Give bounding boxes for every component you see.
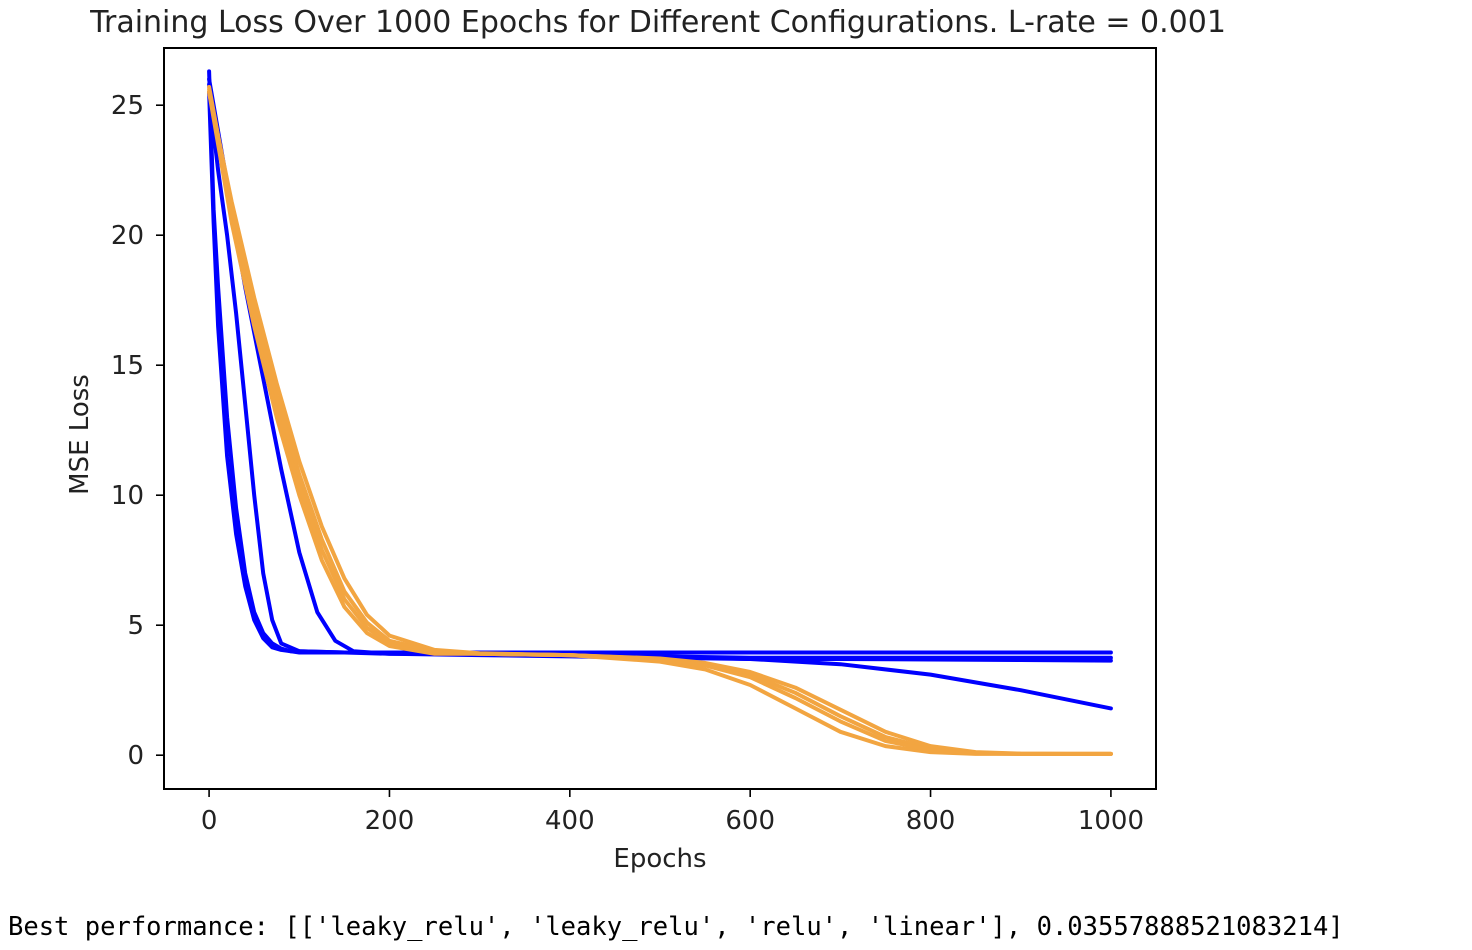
y-tick-label: 20 [111, 221, 144, 251]
series-line-4 [207, 77, 1113, 660]
y-tick-label: 0 [127, 741, 144, 771]
x-tick-label: 600 [725, 806, 775, 836]
x-tick-label: 0 [201, 806, 218, 836]
series-line-8 [207, 90, 1113, 756]
chart-title: Training Loss Over 1000 Epochs for Diffe… [89, 5, 1226, 40]
best-performance-output: Best performance: [['leaky_relu', 'leaky… [8, 912, 1344, 942]
y-tick-label: 10 [111, 481, 144, 511]
plot-area-frame [163, 47, 1157, 790]
x-axis-ticks: 0 200 400 600 800 1000 [201, 789, 1144, 836]
y-tick-label: 15 [111, 351, 144, 381]
series-line-1 [207, 69, 1113, 655]
y-axis-ticks: 0 5 10 15 20 25 [111, 91, 164, 771]
line-chart: Training Loss Over 1000 Epochs for Diffe… [65, 5, 1226, 874]
x-tick-label: 800 [906, 806, 956, 836]
x-axis-label: Epochs [613, 844, 706, 874]
y-axis-label: MSE Loss [65, 374, 95, 495]
y-tick-label: 25 [111, 91, 144, 121]
series-line-3 [207, 82, 1113, 711]
plot-lines [207, 69, 1113, 756]
x-tick-label: 400 [545, 806, 595, 836]
x-tick-label: 1000 [1078, 806, 1144, 836]
y-tick-label: 5 [127, 611, 144, 641]
x-tick-label: 200 [365, 806, 415, 836]
